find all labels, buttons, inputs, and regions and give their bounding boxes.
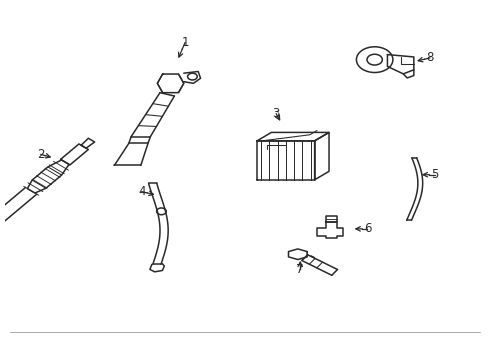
Text: 5: 5 — [431, 168, 439, 181]
Text: 7: 7 — [296, 263, 304, 276]
Text: 1: 1 — [181, 36, 189, 49]
Text: 4: 4 — [138, 185, 146, 198]
Text: 6: 6 — [364, 222, 371, 235]
Text: 3: 3 — [272, 107, 280, 120]
Text: 8: 8 — [426, 51, 434, 64]
Text: 2: 2 — [37, 148, 45, 161]
